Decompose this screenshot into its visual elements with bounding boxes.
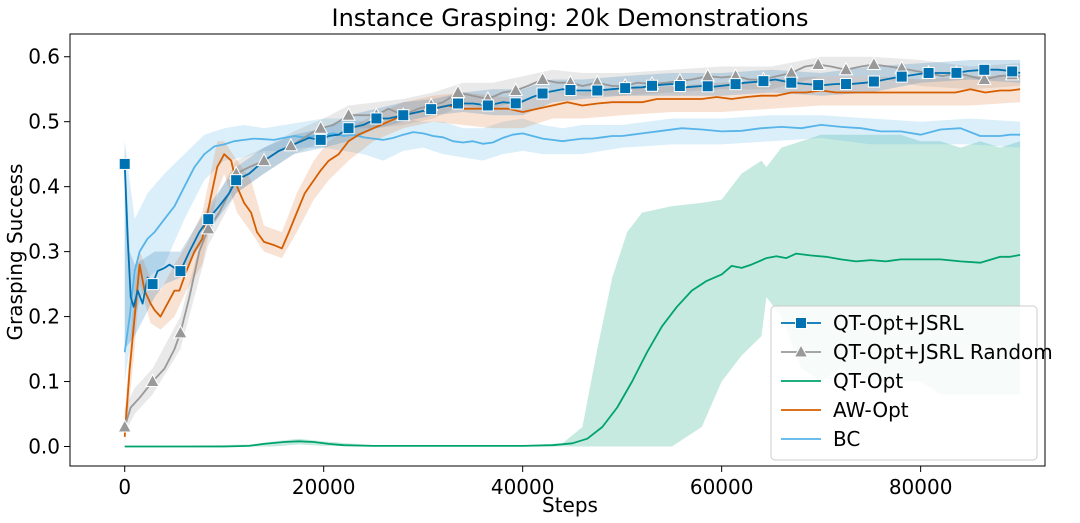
x-tick-label: 40000 bbox=[491, 475, 555, 499]
marker-qt-opt-jsrl bbox=[230, 174, 243, 187]
y-tick-label: 0.2 bbox=[28, 305, 60, 329]
y-tick-label: 0.4 bbox=[28, 175, 60, 199]
y-tick-label: 0.0 bbox=[28, 435, 60, 459]
marker-qt-opt-jsrl bbox=[757, 75, 770, 88]
marker-qt-opt-jsrl-random bbox=[535, 71, 550, 85]
marker-qt-opt-jsrl bbox=[146, 278, 159, 291]
marker-qt-opt-jsrl bbox=[397, 109, 410, 122]
marker-qt-opt-jsrl-random bbox=[313, 120, 329, 134]
line-bc bbox=[123, 124, 1021, 353]
line-qt-opt bbox=[124, 252, 1021, 448]
marker-qt-opt-jsrl-random bbox=[976, 71, 992, 85]
marker-qt-opt-jsrl bbox=[922, 66, 935, 79]
band-qt-opt bbox=[124, 134, 1021, 447]
marker-qt-opt-jsrl bbox=[895, 70, 908, 83]
x-axis-label: Steps bbox=[542, 493, 598, 517]
y-tick-label: 0.5 bbox=[28, 110, 60, 134]
marker-qt-opt-jsrl-random bbox=[145, 373, 160, 388]
marker-qt-opt-jsrl bbox=[314, 133, 327, 146]
legend-label: QT-Opt+JSRL Random bbox=[833, 340, 1053, 364]
y-axis-label: Grasping Success bbox=[3, 164, 27, 341]
y-tick-label: 0.3 bbox=[28, 240, 60, 264]
legend-entry: QT-Opt+JSRL Random bbox=[781, 340, 1053, 364]
marker-qt-opt-jsrl bbox=[619, 82, 632, 95]
marker-qt-opt-jsrl bbox=[452, 97, 465, 110]
x-tick-label: 20000 bbox=[292, 475, 356, 499]
marker-qt-opt-jsrl bbox=[867, 75, 880, 88]
marker-qt-opt-jsrl bbox=[118, 157, 131, 170]
marker-qt-opt-jsrl bbox=[1006, 65, 1019, 78]
marker-qt-opt-jsrl-random bbox=[200, 220, 216, 235]
marker-qt-opt-jsrl-random bbox=[256, 152, 272, 167]
y-tick-label: 0.1 bbox=[28, 370, 60, 394]
marker-qt-opt-jsrl bbox=[370, 112, 383, 125]
x-tick-label: 80000 bbox=[889, 475, 953, 499]
marker-qt-opt-jsrl bbox=[812, 79, 825, 92]
marker-qt-opt-jsrl bbox=[701, 80, 714, 93]
marker-qt-opt-jsrl bbox=[174, 265, 187, 278]
y-tick-label: 0.6 bbox=[28, 45, 60, 69]
marker-qt-opt-jsrl bbox=[673, 80, 686, 93]
legend-label: QT-Opt+JSRL bbox=[833, 311, 964, 335]
marker-qt-opt-jsrl-random bbox=[838, 61, 854, 76]
legend-entry: BC bbox=[781, 427, 860, 451]
marker-qt-opt-jsrl-random bbox=[341, 107, 356, 121]
marker-qt-opt-jsrl bbox=[509, 97, 522, 110]
marker-qt-opt-jsrl bbox=[978, 63, 991, 76]
legend-label: AW-Opt bbox=[833, 398, 909, 422]
legend-entry: AW-Opt bbox=[781, 398, 909, 422]
x-axis-ticks: 0 20000 40000 60000 80000 bbox=[118, 466, 952, 499]
marker-qt-opt-jsrl bbox=[646, 79, 659, 92]
series-markers bbox=[117, 56, 1020, 433]
x-tick-label: 60000 bbox=[690, 475, 754, 499]
marker-qt-opt-jsrl bbox=[342, 122, 355, 135]
marker-qt-opt-jsrl-random bbox=[866, 56, 882, 71]
y-axis-ticks: 0.0 0.1 0.2 0.3 0.4 0.5 0.6 bbox=[28, 45, 70, 459]
marker-qt-opt-jsrl bbox=[950, 66, 963, 79]
marker-qt-opt-jsrl bbox=[536, 87, 549, 100]
legend-marker bbox=[793, 343, 809, 358]
marker-qt-opt-jsrl bbox=[564, 84, 577, 97]
marker-qt-opt-jsrl-random bbox=[508, 82, 524, 97]
marker-qt-opt-jsrl-random bbox=[173, 324, 188, 339]
legend-label: BC bbox=[833, 427, 860, 451]
legend-box bbox=[770, 305, 1038, 461]
legend-entry: QT-Opt bbox=[781, 369, 903, 393]
marker-qt-opt-jsrl bbox=[785, 76, 798, 89]
plot-area-frame bbox=[69, 33, 1046, 467]
marker-qt-opt-jsrl bbox=[729, 78, 742, 91]
marker-qt-opt-jsrl bbox=[202, 213, 215, 226]
chart-title: Instance Grasping: 20k Demonstrations bbox=[332, 4, 809, 32]
legend-label: QT-Opt bbox=[833, 369, 903, 393]
marker-qt-opt-jsrl bbox=[481, 99, 494, 112]
legend-entry: QT-Opt+JSRL bbox=[781, 311, 964, 335]
x-tick-label: 0 bbox=[118, 475, 131, 499]
legend-marker bbox=[795, 317, 807, 329]
marker-qt-opt-jsrl bbox=[425, 103, 438, 116]
marker-qt-opt-jsrl-random bbox=[450, 84, 466, 98]
marker-qt-opt-jsrl-random bbox=[283, 137, 299, 152]
marker-qt-opt-jsrl-random bbox=[117, 418, 133, 433]
legend: QT-Opt+JSRL QT-Opt+JSRL Random QT-Opt AW-Op… bbox=[770, 305, 1053, 461]
marker-qt-opt-jsrl-random bbox=[810, 56, 826, 71]
marker-qt-opt-jsrl bbox=[591, 84, 604, 97]
band-bc bbox=[124, 115, 1021, 382]
marker-qt-opt-jsrl bbox=[840, 78, 853, 91]
